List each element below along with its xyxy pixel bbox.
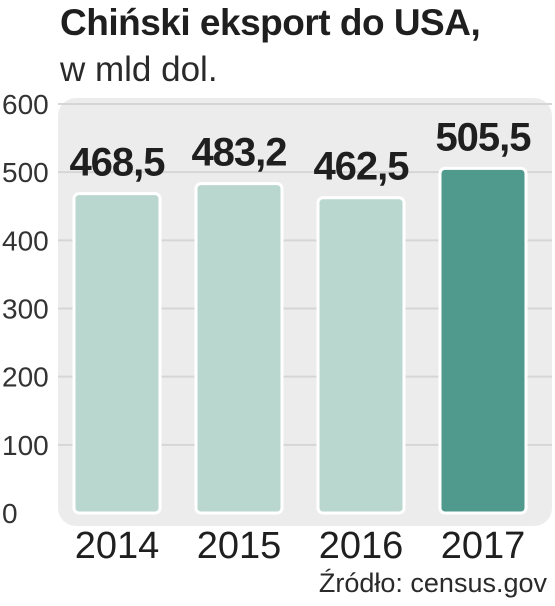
bar-value-label: 505,5 — [435, 115, 531, 159]
y-tick-label: 500 — [2, 157, 49, 188]
plot-panel — [58, 98, 552, 526]
y-tick-label: 300 — [2, 294, 49, 325]
y-tick-label: 100 — [2, 430, 49, 461]
bar — [194, 182, 284, 515]
bar — [316, 196, 406, 515]
source-note: Źródło: census.gov — [318, 568, 547, 598]
x-tick-label: 2016 — [319, 525, 404, 567]
bar — [438, 166, 528, 515]
y-tick-label: 200 — [2, 362, 49, 393]
y-tick-label: 400 — [2, 225, 49, 256]
chart-subtitle: w mld dol. — [60, 50, 218, 89]
x-tick-label: 2017 — [441, 525, 526, 567]
value-labels: 468,5 483,2 462,5 505,5 — [69, 115, 532, 189]
y-axis-ticks: 0 100 200 300 400 500 600 — [2, 89, 49, 529]
x-tick-label: 2015 — [197, 525, 282, 567]
bar-value-label: 462,5 — [313, 145, 409, 189]
x-tick-label: 2014 — [75, 525, 160, 567]
x-axis-ticks: 2014 2015 2016 2017 — [75, 525, 526, 567]
bars — [72, 166, 528, 515]
chart-title: Chiński eksport do USA, — [60, 2, 481, 43]
y-tick-label: 600 — [2, 89, 49, 120]
bar-value-label: 483,2 — [191, 131, 286, 175]
bar — [72, 192, 162, 515]
y-tick-label: 0 — [2, 498, 18, 529]
bar-value-label: 468,5 — [69, 141, 165, 185]
